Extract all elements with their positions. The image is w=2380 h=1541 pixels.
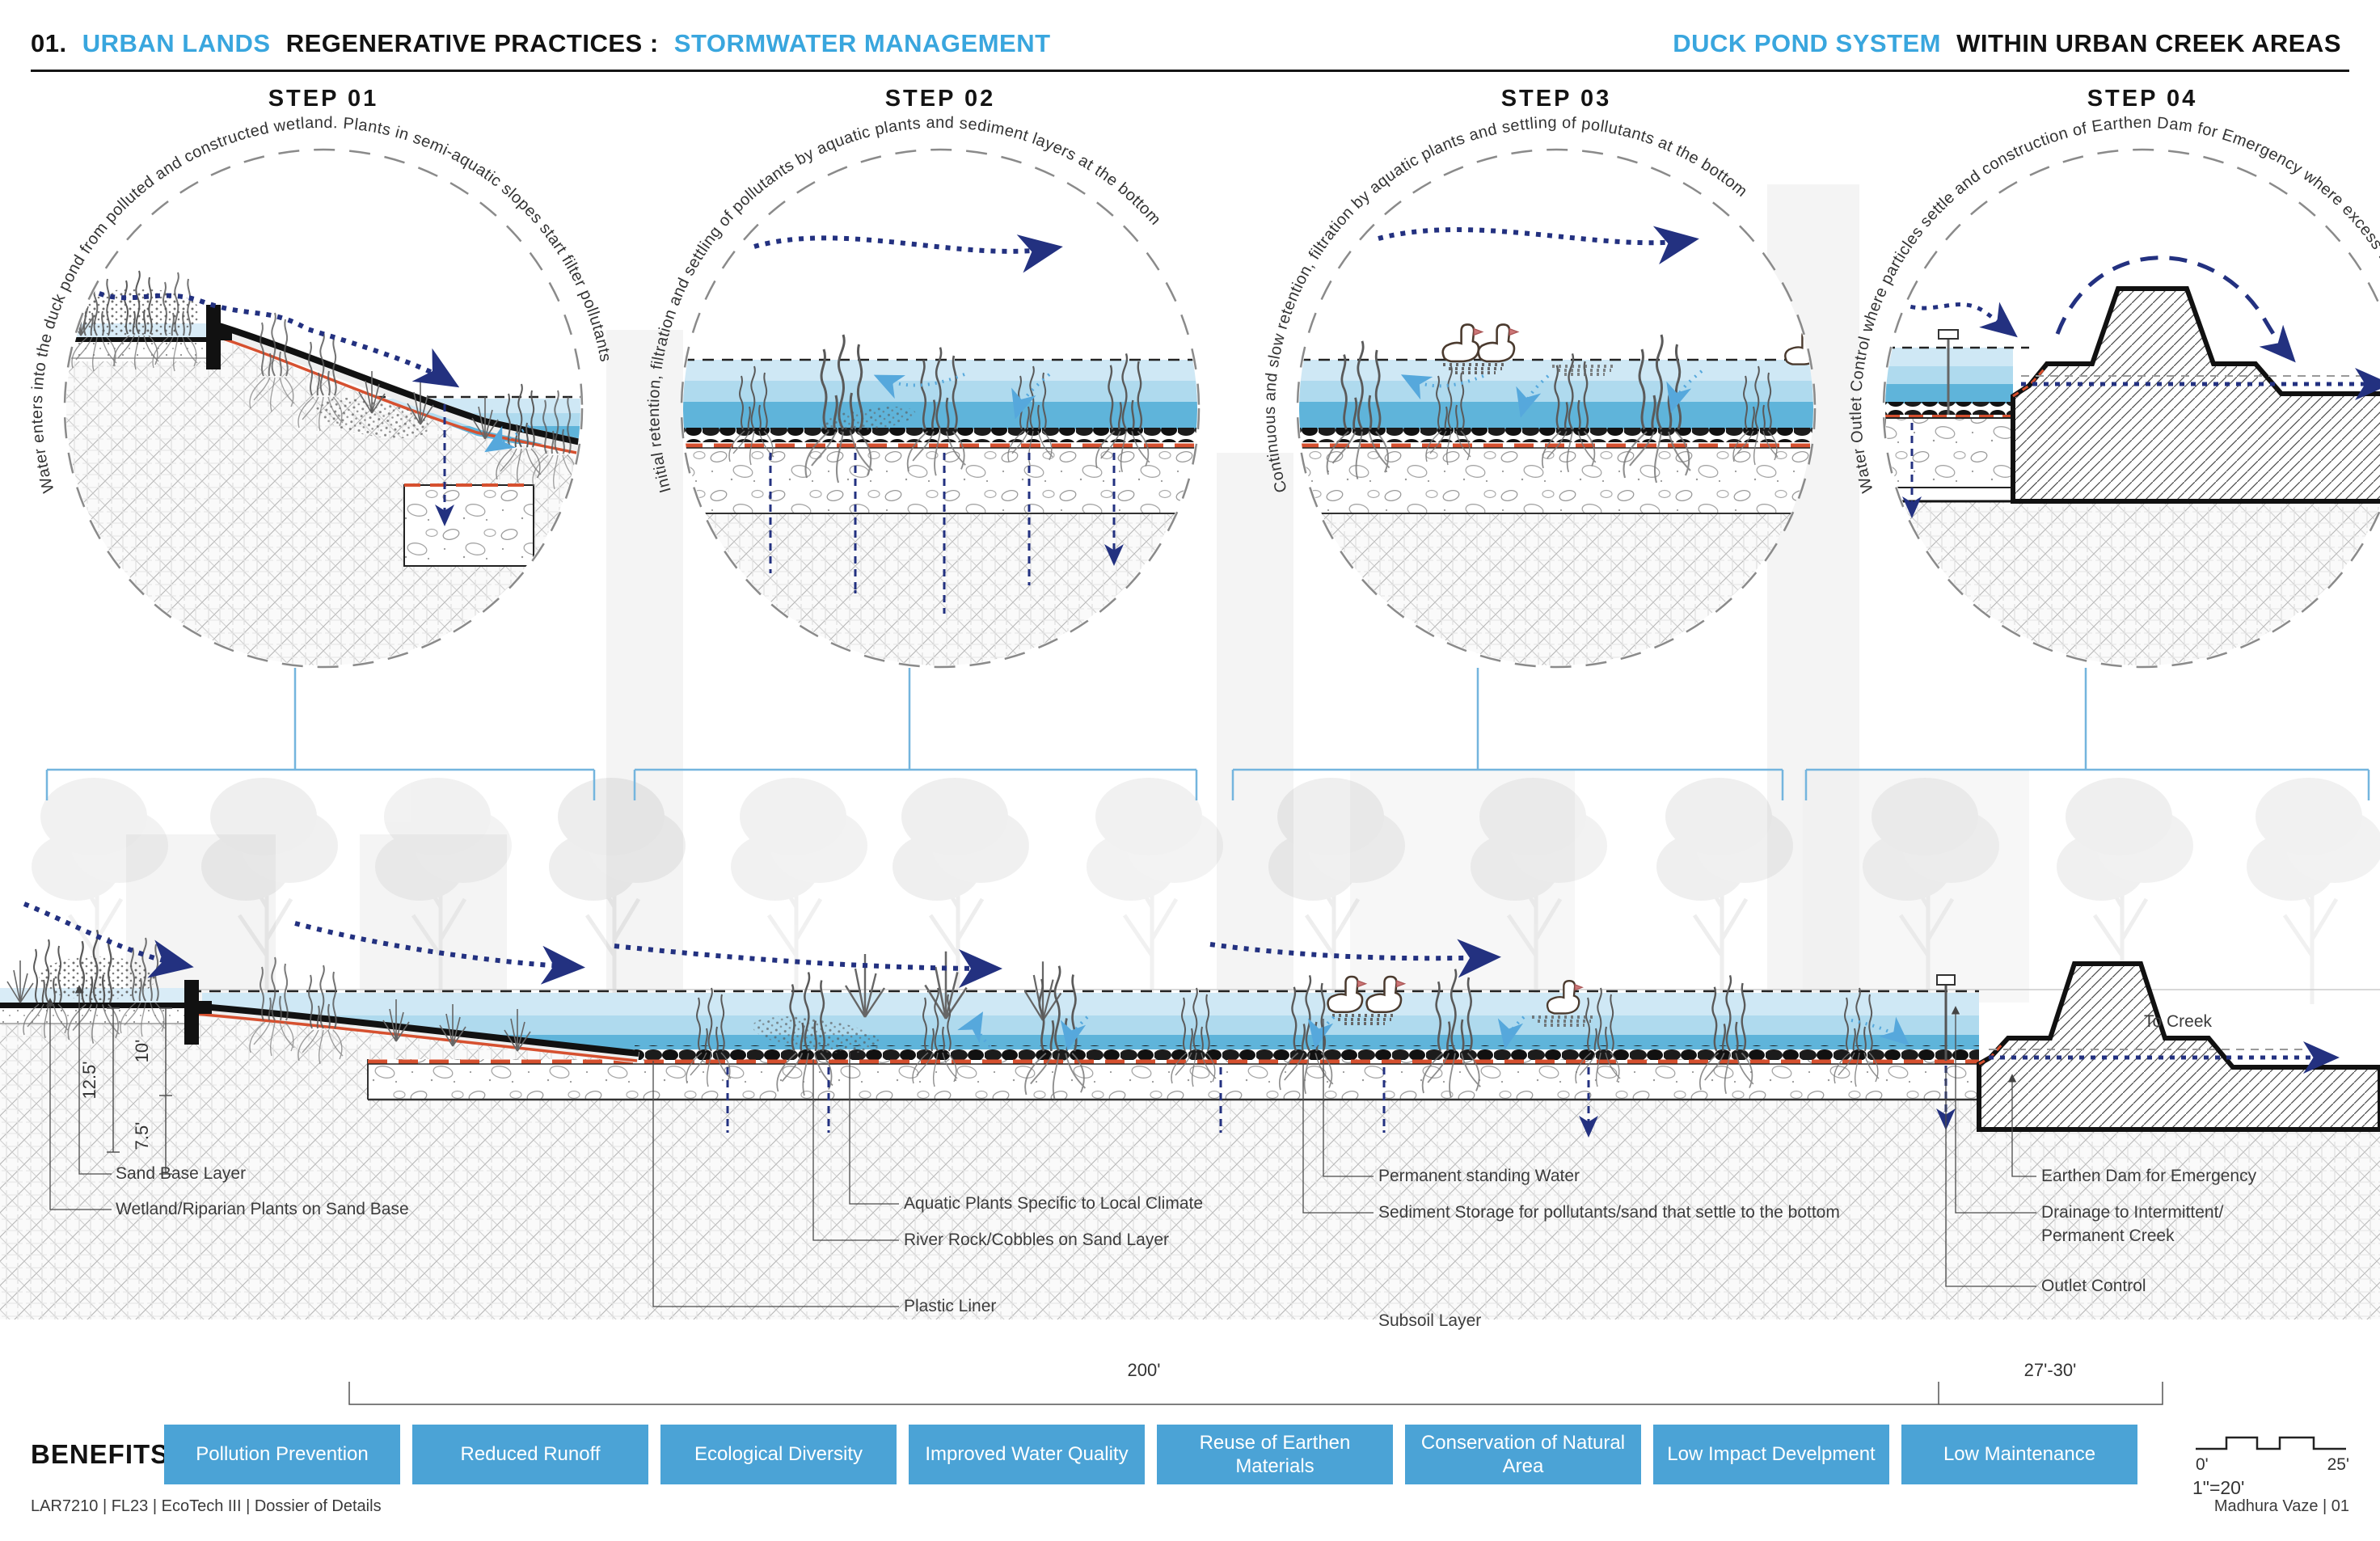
footer-course-info: LAR7210 | FL23 | EcoTech III | Dossier o… <box>31 1497 382 1515</box>
label-plastic-liner: Plastic Liner <box>904 1297 997 1315</box>
header-title-right: DUCK POND SYSTEM WITHIN URBAN CREEK AREA… <box>1673 29 2349 58</box>
label-subsoil-layer: Subsoil Layer <box>1378 1311 1482 1330</box>
header-title-left: 01. URBAN LANDS REGENERATIVE PRACTICES :… <box>31 29 1059 58</box>
label-river-rock: River Rock/Cobbles on Sand Layer <box>904 1231 1170 1249</box>
label-earthen-dam: Earthen Dam for Emergency <box>2041 1167 2257 1185</box>
title-duck-pond: DUCK POND SYSTEM <box>1673 29 1942 57</box>
step-1-title: STEP 01 <box>268 86 379 112</box>
title-creek-areas: WITHIN URBAN CREEK AREAS <box>1956 29 2341 57</box>
dim-dam-length: 27'-30' <box>2024 1360 2077 1380</box>
benefit-improved-water-quality: Improved Water Quality <box>909 1425 1145 1484</box>
step-brackets <box>45 668 2370 800</box>
title-practices: REGENERATIVE PRACTICES : <box>285 29 659 57</box>
benefit-reduced-runoff: Reduced Runoff <box>412 1425 648 1484</box>
step-4-title: STEP 04 <box>2087 86 2198 112</box>
footer-author: Madhura Vaze | 01 <box>2213 1497 2349 1515</box>
header-rule <box>31 70 2349 72</box>
sheet-index: 01. <box>31 29 67 57</box>
step-1-circle <box>63 148 584 669</box>
dim-depth-mid: 10' <box>132 1040 152 1063</box>
dim-depth-outer: 12.5' <box>79 1061 99 1099</box>
benefit-reuse-earthen-materials: Reuse of Earthen Materials <box>1157 1425 1393 1484</box>
benefit-ecological-diversity: Ecological Diversity <box>660 1425 897 1484</box>
scale-start-label: 0' <box>2196 1455 2209 1474</box>
leader-lines <box>45 985 2036 1307</box>
benefit-pollution-prevention: Pollution Prevention <box>164 1425 400 1484</box>
label-aquatic-plants: Aquatic Plants Specific to Local Climate <box>904 1194 1204 1213</box>
label-standing-water: Permanent standing Water <box>1378 1167 1580 1185</box>
label-wetland-plants: Wetland/Riparian Plants on Sand Base <box>116 1200 409 1218</box>
step-1-scene <box>63 148 584 669</box>
benefits-section: BENEFITS <box>31 1425 200 1484</box>
label-to-creek: To Creek <box>2144 1012 2213 1031</box>
step-2-title: STEP 02 <box>884 86 996 112</box>
step-4-scene <box>1882 148 2380 669</box>
dimension-lines <box>107 1007 2163 1405</box>
step-3-scene <box>1296 148 1817 669</box>
title-stormwater: STORMWATER MANAGEMENT <box>673 29 1051 57</box>
benefit-conservation-natural-area: Conservation of Natural Area <box>1405 1425 1641 1484</box>
scale-ratio-label: 1"=20' <box>2192 1477 2244 1498</box>
dim-depth-inner: 7.5' <box>132 1122 152 1150</box>
benefit-low-impact-development: Low Impact Develpment <box>1653 1425 1889 1484</box>
label-outlet-control: Outlet Control <box>2041 1277 2146 1295</box>
header: 01. URBAN LANDS REGENERATIVE PRACTICES :… <box>31 23 2349 65</box>
step-2-circle <box>680 148 1201 669</box>
scale-bar: 0' 25' 1"=20' <box>2192 1436 2349 1498</box>
step-3-circle <box>1296 148 1817 669</box>
label-sediment-storage: Sediment Storage for pollutants/sand tha… <box>1378 1203 1840 1222</box>
step-4-circle <box>1882 148 2380 669</box>
title-urban-lands: URBAN LANDS <box>82 29 271 57</box>
benefits-heading: BENEFITS <box>31 1439 170 1469</box>
step-3-title: STEP 03 <box>1500 86 1612 112</box>
label-sand-base: Sand Base Layer <box>116 1164 247 1183</box>
benefit-low-maintenance: Low Maintenance <box>1901 1425 2137 1484</box>
benefit-row: Pollution Prevention Reduced Runoff Ecol… <box>164 1425 2137 1484</box>
scale-end-label: 25' <box>2327 1455 2349 1474</box>
main-section <box>0 901 2380 1319</box>
label-drainage-line2: Permanent Creek <box>2041 1226 2175 1245</box>
step-2-scene <box>680 148 1201 669</box>
dim-pond-length: 200' <box>1128 1360 1161 1380</box>
label-drainage-line1: Drainage to Intermittent/ <box>2041 1203 2224 1222</box>
